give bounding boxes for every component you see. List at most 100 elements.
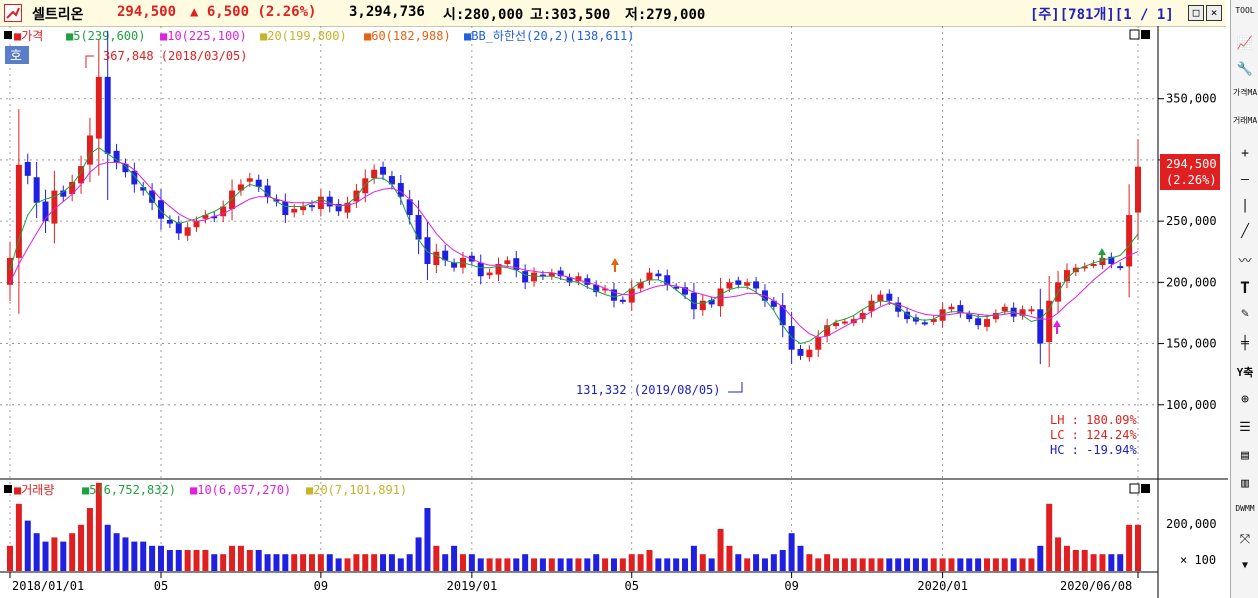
period-info[interactable]: [주][781개][1 / 1] (1030, 7, 1174, 23)
expand-icon[interactable]: ⤧ (1239, 532, 1251, 547)
horizontal-line-icon[interactable]: — (1241, 172, 1249, 187)
candle-body (904, 311, 911, 320)
chart-area[interactable]: ■가격 ■5(239,600) ■10(225,100) ■20(199,800… (0, 26, 1228, 598)
zoom-icon[interactable]: ⊕ (1241, 392, 1249, 407)
volume-pane-restore-icon[interactable] (1129, 483, 1140, 494)
volume-bar (637, 554, 644, 571)
volume-bar (788, 533, 795, 571)
crosshair-icon[interactable]: + (1241, 146, 1249, 161)
volume-bar (504, 558, 511, 571)
volume-ma-tool[interactable]: 거래MA (1232, 116, 1258, 125)
maximize-button[interactable]: □ (1188, 5, 1204, 21)
legend-ma60: ■60(182,988) (364, 29, 451, 43)
volume-bar (442, 554, 449, 571)
volume-bar (1081, 550, 1088, 571)
volume-bar (948, 558, 955, 571)
volume-bar (157, 545, 164, 571)
candle-body (1028, 309, 1035, 312)
candle-body (184, 227, 191, 236)
candle-body (344, 202, 351, 213)
volume-bar (824, 554, 831, 571)
candle-body (859, 312, 866, 320)
chart-type-icon[interactable]: 📈 (1236, 36, 1254, 51)
text-tool-icon[interactable]: T (1240, 278, 1250, 297)
candle-body (264, 185, 271, 197)
eraser-icon[interactable]: ✎ (1241, 306, 1249, 321)
volume-bar (868, 558, 875, 571)
volume-bar (388, 554, 395, 571)
candle-body (1108, 256, 1115, 264)
candle-body (602, 288, 609, 291)
price-pane-icon[interactable] (4, 31, 12, 39)
candle-body (779, 305, 786, 326)
candle-body (433, 251, 440, 266)
x-tick-label: 09 (314, 579, 328, 593)
candle-body (51, 190, 58, 224)
volume-bar (957, 558, 964, 571)
volume-pane-icon[interactable] (4, 485, 12, 493)
pane-close-icon[interactable] (1141, 30, 1150, 39)
stock-name[interactable]: 셀트리온 (32, 7, 84, 23)
volume-unit-label: × 100 (1180, 553, 1216, 567)
search-doc-icon[interactable]: ▥ (1241, 476, 1249, 491)
current-price: 294,500 (117, 4, 177, 20)
volume-bar (850, 558, 857, 571)
y-axis-tool[interactable]: Y축 (1236, 366, 1254, 379)
document-icon[interactable]: ▤ (1241, 448, 1249, 463)
y-tick-label: 150,000 (1166, 337, 1217, 351)
pane-restore-icon[interactable] (1129, 29, 1140, 40)
list-icon[interactable]: ☰ (1239, 420, 1251, 435)
high-annotation: 367,848 (2018/03/05) (103, 49, 248, 63)
volume-bar (1010, 558, 1017, 571)
price-ma-tool[interactable]: 가격MA (1232, 88, 1258, 97)
volume-bar (859, 558, 866, 571)
x-tick-label: 2020/06/08 (1060, 579, 1132, 593)
candle-body (166, 219, 173, 224)
candle-body (33, 177, 40, 203)
trend-line-icon[interactable]: ╱ (1241, 224, 1249, 239)
candle-body (131, 170, 138, 185)
volume-bar (628, 554, 635, 571)
volume-bar (1099, 554, 1106, 571)
close-button[interactable]: × (1206, 5, 1222, 21)
volume-bar (291, 554, 298, 571)
volume-bar (7, 545, 13, 571)
volume-pane-close-icon[interactable] (1141, 484, 1150, 493)
volume-bar (1055, 537, 1062, 571)
wave-line-icon[interactable]: 〰 (1238, 254, 1252, 269)
candle-body (246, 178, 253, 182)
legend-vol-ma10: ■10(6,057,270) (190, 483, 291, 497)
volume-bar (468, 554, 475, 571)
vertical-line-icon[interactable]: | (1241, 198, 1249, 213)
scroll-down-icon[interactable]: ▼ (1241, 560, 1249, 571)
dwmm-tool[interactable]: DWMM (1235, 504, 1255, 513)
volume-bar (24, 520, 31, 571)
candle-body (806, 349, 813, 358)
volume-bar (415, 537, 422, 571)
candle-body (326, 196, 333, 207)
candle-body (1081, 266, 1088, 269)
candle-body (362, 178, 369, 194)
y-tick-label: 350,000 (1166, 92, 1217, 106)
low-price: 저:279,000 (625, 7, 706, 23)
wrench-icon[interactable]: 🔧 (1236, 62, 1254, 77)
candle-body (397, 183, 404, 197)
volume-bar (673, 558, 680, 571)
candle-body (513, 258, 520, 271)
candle-icon[interactable]: ╪ (1241, 336, 1249, 351)
volume-bar (646, 550, 653, 571)
volume-bar (78, 524, 85, 571)
x-tick-label: 09 (784, 579, 798, 593)
volume-bar (761, 558, 768, 571)
volume-bar (300, 554, 307, 571)
volume-bar (122, 537, 129, 571)
candle-body (380, 166, 387, 175)
volume-bar (1090, 554, 1097, 571)
candle-body (291, 208, 298, 213)
volume-bar (593, 554, 600, 571)
hoga-button[interactable] (5, 46, 29, 64)
volume-bar (753, 554, 760, 571)
candle-body (300, 206, 307, 211)
volume-bar (655, 558, 662, 571)
volume-bar (424, 508, 431, 571)
